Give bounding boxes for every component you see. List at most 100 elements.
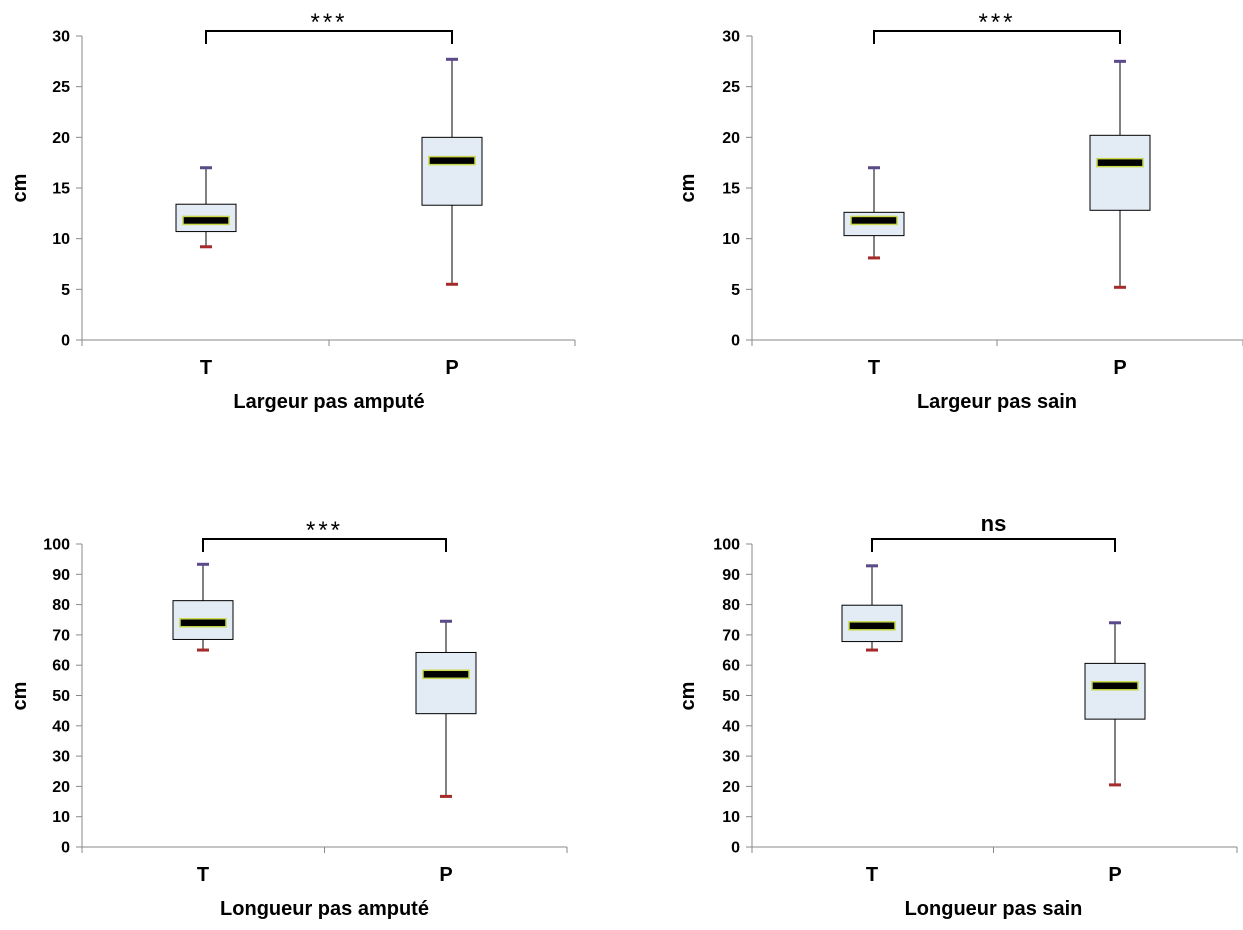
significance-label: ***: [306, 517, 343, 544]
max-cap: [1114, 59, 1126, 63]
max-cap: [197, 562, 209, 566]
min-cap: [1114, 285, 1126, 289]
x-axis-title: Largeur pas sain: [917, 391, 1077, 413]
panel-1: 0 5 10 15 20 25 30 T P Largeur pas amputé cm ***: [9, 9, 576, 413]
x-category-label: T: [866, 864, 878, 886]
y-tick-label: 10: [722, 809, 740, 826]
x-axis-title: Largeur pas amputé: [233, 391, 424, 413]
y-tick-label: 25: [722, 79, 740, 96]
y-tick-label: 15: [722, 181, 740, 198]
y-tick-label: 5: [61, 282, 70, 299]
y-tick-label: 5: [731, 282, 740, 299]
y-tick-label: 10: [52, 231, 70, 248]
x-axis-title: Longueur pas amputé: [220, 898, 429, 920]
y-tick-label: 20: [52, 779, 70, 796]
x-category-label: P: [1113, 357, 1126, 379]
box-T: [843, 166, 905, 260]
significance-bracket: [202, 538, 447, 552]
y-tick-label: 100: [43, 537, 70, 554]
x-axis-title: Longueur pas sain: [905, 898, 1083, 920]
max-cap: [868, 166, 880, 170]
max-cap: [200, 166, 212, 170]
y-tick-label: 10: [52, 809, 70, 826]
significance-label: ns: [981, 511, 1007, 536]
significance-bracket: [873, 30, 1121, 44]
y-tick-label: 40: [52, 718, 70, 735]
y-tick-label: 10: [722, 231, 740, 248]
iqr-box: [1089, 134, 1151, 211]
panel-3: 0 10 20 30 40 50 60 70 80 90 100 T P Longueur pas amp…: [9, 517, 568, 920]
median-marker: [850, 215, 898, 226]
y-tick-label: 0: [731, 333, 740, 350]
min-cap: [1109, 783, 1121, 787]
y-tick-label: 30: [722, 29, 740, 46]
median-marker: [179, 618, 227, 628]
median-marker: [182, 215, 230, 226]
panel-4: 0 10 20 30 40 50 60 70 80 90 100 T P Longueur pas sai…: [677, 511, 1238, 920]
box-T: [175, 166, 237, 249]
y-tick-label: 90: [52, 567, 70, 584]
median-marker: [848, 621, 896, 631]
median-marker: [422, 669, 470, 680]
x-category-label: T: [200, 357, 212, 379]
box-P: [1089, 59, 1151, 289]
min-cap: [866, 648, 878, 652]
y-tick-label: 90: [722, 567, 740, 584]
median-marker: [1096, 157, 1144, 168]
min-cap: [197, 648, 209, 652]
y-tick-label: 0: [61, 333, 70, 350]
y-tick-label: 40: [722, 718, 740, 735]
box-T: [172, 562, 234, 652]
x-category-label: T: [868, 357, 880, 379]
significance-label: ***: [310, 9, 347, 36]
y-axis-title: cm: [677, 682, 699, 711]
box-P: [1084, 621, 1146, 787]
iqr-box: [421, 136, 483, 206]
y-tick-label: 20: [722, 130, 740, 147]
max-cap: [446, 57, 458, 61]
y-tick-label: 30: [52, 749, 70, 766]
y-tick-label: 20: [722, 779, 740, 796]
min-cap: [440, 794, 452, 798]
y-tick-label: 80: [722, 597, 740, 614]
y-tick-label: 50: [52, 688, 70, 705]
median-marker: [428, 155, 476, 166]
max-cap: [440, 619, 452, 623]
median-marker: [1091, 681, 1139, 691]
significance-bracket: [205, 30, 453, 44]
y-tick-label: 25: [52, 79, 70, 96]
min-cap: [868, 256, 880, 260]
x-category-label: P: [445, 357, 458, 379]
y-tick-label: 100: [713, 537, 740, 554]
box-T: [841, 564, 903, 652]
y-tick-label: 20: [52, 130, 70, 147]
box-P: [415, 619, 477, 798]
iqr-box: [1084, 662, 1146, 720]
y-tick-label: 0: [61, 840, 70, 857]
iqr-box: [415, 651, 477, 715]
y-tick-label: 50: [722, 688, 740, 705]
x-category-label: T: [197, 864, 209, 886]
min-cap: [446, 282, 458, 286]
x-category-label: P: [439, 864, 452, 886]
box-P: [421, 57, 483, 286]
y-tick-label: 15: [52, 181, 70, 198]
y-tick-label: 30: [52, 29, 70, 46]
y-tick-label: 70: [52, 627, 70, 644]
significance-bracket: [871, 538, 1116, 552]
y-axis-title: cm: [677, 174, 699, 203]
y-axis-title: cm: [9, 682, 31, 711]
panel-2: 0 5 10 15 20 25 30 T P Largeur pas sain cm ***: [677, 9, 1243, 413]
max-cap: [1109, 621, 1121, 625]
y-tick-label: 70: [722, 627, 740, 644]
y-tick-label: 80: [52, 597, 70, 614]
y-tick-label: 60: [722, 658, 740, 675]
min-cap: [200, 245, 212, 249]
y-tick-label: 0: [731, 840, 740, 857]
significance-label: ***: [978, 9, 1015, 36]
x-category-label: P: [1108, 864, 1121, 886]
y-tick-label: 30: [722, 749, 740, 766]
max-cap: [866, 564, 878, 568]
y-tick-label: 60: [52, 658, 70, 675]
